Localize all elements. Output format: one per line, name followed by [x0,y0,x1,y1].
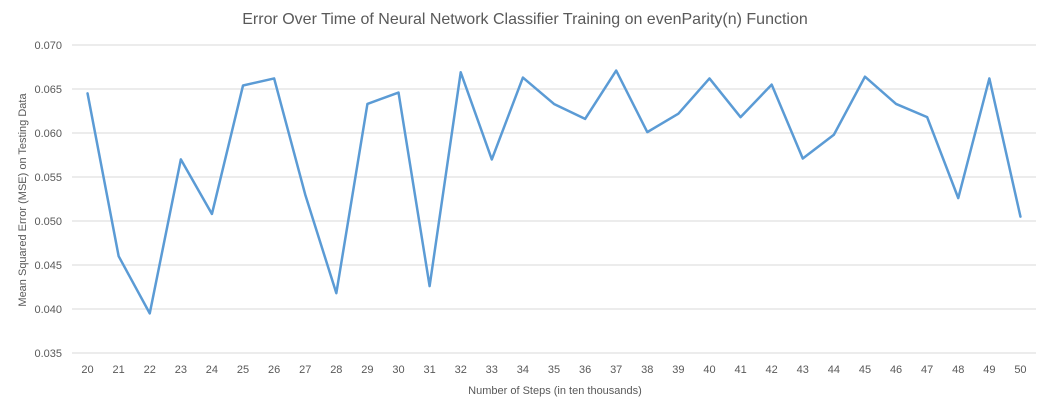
x-tick-label: 32 [455,364,467,376]
x-tick-label: 31 [423,364,435,376]
x-tick-label: 37 [610,364,622,376]
x-tick-label: 35 [548,364,560,376]
x-tick-label: 30 [392,364,404,376]
series-layer [86,69,1022,315]
x-tick-label: 36 [579,364,591,376]
x-tick-label: 49 [983,364,995,376]
y-tick-label: 0.065 [34,84,62,96]
x-tick-label: 20 [81,364,93,376]
x-tick-label: 21 [113,364,125,376]
x-tick-label: 25 [237,364,249,376]
x-tick-label: 46 [890,364,902,376]
x-tick-label: 43 [797,364,809,376]
x-tick-label: 23 [175,364,187,376]
y-axis-label: Mean Squared Error (MSE) on Testing Data [17,93,29,307]
x-tick-label: 29 [361,364,373,376]
y-tick-label: 0.035 [34,348,62,360]
x-tick-label: 26 [268,364,280,376]
x-tick-label: 34 [517,364,529,376]
x-tick-label: 22 [144,364,156,376]
y-axis-ticks: 0.035 0.040 0.045 0.050 0.055 0.060 0.065 0.070 [34,40,62,360]
x-tick-label: 42 [766,364,778,376]
y-tick-label: 0.040 [34,304,62,316]
y-tick-label: 0.055 [34,172,62,184]
y-tick-label: 0.050 [34,216,62,228]
x-tick-label: 40 [703,364,715,376]
x-tick-label: 38 [641,364,653,376]
chart-title: Error Over Time of Neural Network Classi… [242,11,808,28]
x-tick-label: 28 [330,364,342,376]
x-tick-label: 48 [952,364,964,376]
x-tick-label: 39 [672,364,684,376]
x-axis-ticks: 20 21 22 23 24 25 26 27 28 29 30 31 32 33 34 35 36 37 38 39… [81,364,1026,376]
x-tick-label: 41 [734,364,746,376]
y-tick-label: 0.045 [34,260,62,272]
x-tick-label: 27 [299,364,311,376]
x-axis-label: Number of Steps (in ten thousands) [468,385,642,397]
x-tick-label: 44 [828,364,840,376]
x-tick-label: 24 [206,364,218,376]
x-tick-label: 50 [1014,364,1026,376]
x-tick-label: 47 [921,364,933,376]
series-line [86,69,1022,315]
x-tick-label: 33 [486,364,498,376]
y-tick-label: 0.070 [34,40,62,52]
y-tick-label: 0.060 [34,128,62,140]
x-tick-label: 45 [859,364,871,376]
